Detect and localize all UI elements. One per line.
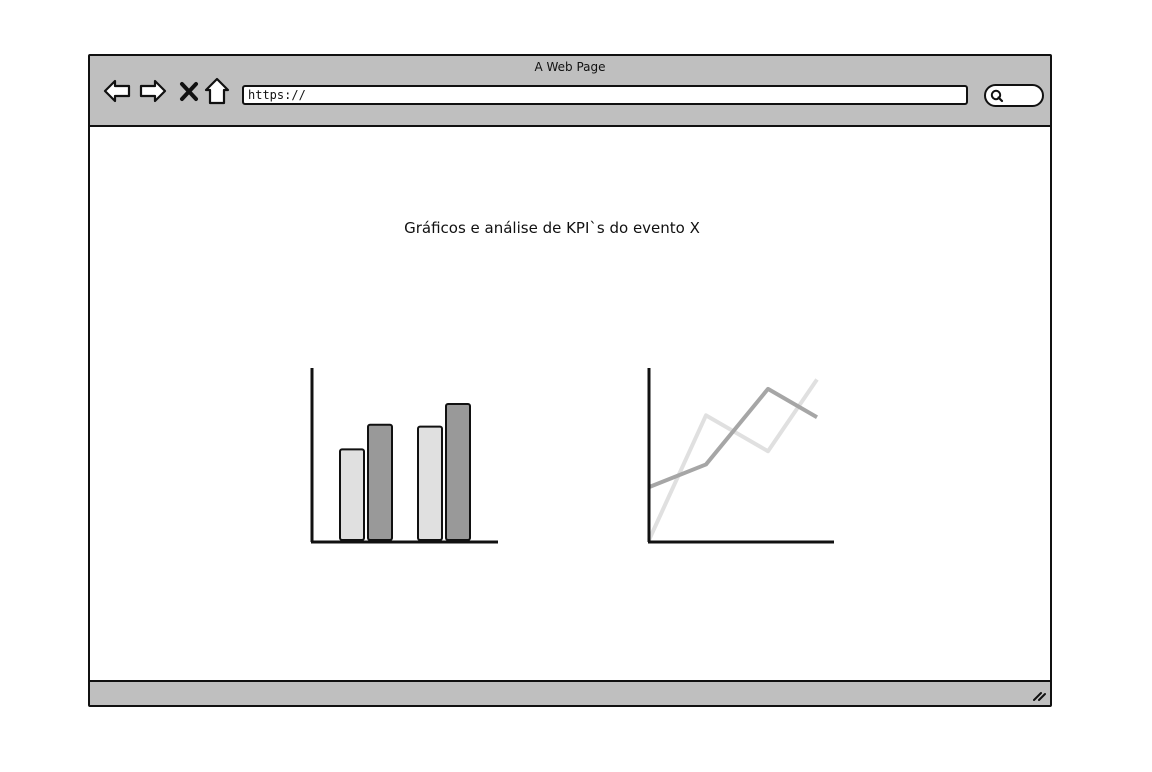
close-x-icon[interactable] (174, 76, 204, 106)
page-heading: Gráficos e análise de KPI`s do evento X (404, 219, 700, 237)
bar-2-1 (417, 425, 443, 542)
window-title: A Web Page (534, 60, 606, 74)
bar-1-1 (339, 448, 365, 541)
bar-chart (310, 368, 498, 544)
bar-1-2 (367, 423, 393, 541)
status-bar (90, 680, 1050, 705)
resize-grip-icon[interactable] (1030, 687, 1046, 703)
browser-toolbar: A Web Page https:// (90, 56, 1050, 127)
search-icon (990, 89, 1004, 103)
url-input[interactable]: https:// (242, 85, 968, 105)
forward-arrow-icon[interactable] (138, 76, 168, 106)
bar-2-2 (445, 403, 471, 541)
search-field[interactable] (984, 84, 1044, 107)
home-icon[interactable] (202, 76, 232, 106)
browser-window: A Web Page https:// Gráficos e análise d… (88, 54, 1052, 707)
back-arrow-icon[interactable] (102, 76, 132, 106)
line-chart (647, 368, 834, 544)
line-series-2 (648, 386, 819, 489)
